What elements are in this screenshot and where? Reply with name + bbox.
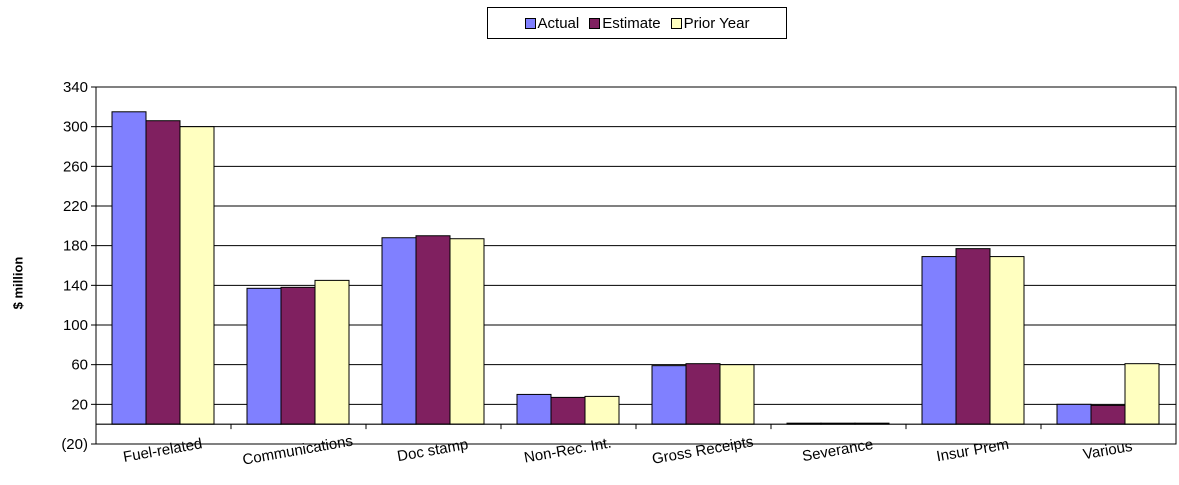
x-tick-label: Severance	[801, 436, 875, 465]
bar	[685, 363, 721, 425]
y-tick-label: 300	[63, 119, 88, 136]
y-tick-label: (20)	[61, 436, 88, 453]
bar	[1124, 363, 1160, 425]
bar	[179, 126, 215, 425]
bar	[651, 365, 687, 425]
bar	[584, 395, 620, 425]
legend-label-estimate: Estimate	[602, 14, 661, 32]
x-tick-label: Various	[1082, 438, 1134, 463]
y-tick-label: 340	[63, 79, 88, 96]
bar	[314, 279, 350, 425]
bar	[415, 235, 451, 425]
y-tick-label: 260	[63, 158, 88, 175]
legend-swatch-estimate	[589, 17, 601, 29]
x-tick-label: Fuel-related	[122, 435, 204, 466]
bar	[719, 364, 755, 425]
y-tick-label: 140	[63, 277, 88, 294]
bar	[381, 237, 417, 425]
y-tick-label: 180	[63, 238, 88, 255]
y-tick-label: 100	[63, 317, 88, 334]
x-tick-label: Gross Receipts	[651, 433, 755, 468]
x-tick-label: Non-Rec. Int.	[523, 435, 613, 467]
bar	[145, 120, 181, 425]
bar	[989, 256, 1025, 425]
bar	[1090, 404, 1126, 425]
legend-entry-estimate: Estimate	[589, 14, 661, 32]
bar	[280, 286, 316, 425]
y-tick-label: 220	[63, 198, 88, 215]
bar	[516, 393, 552, 425]
legend-entry-actual: Actual	[524, 14, 580, 32]
y-tick-label: 60	[71, 357, 88, 374]
legend-entry-prior-year: Prior Year	[670, 14, 750, 32]
legend-label-prior-year: Prior Year	[683, 14, 750, 32]
bar	[111, 111, 147, 425]
bar	[550, 396, 586, 425]
bar	[1056, 403, 1092, 425]
plot-frame	[95, 86, 1177, 445]
legend-swatch-prior-year	[670, 17, 682, 29]
bar	[921, 256, 957, 425]
legend: Actual Estimate Prior Year	[487, 7, 787, 39]
bar	[955, 248, 991, 425]
x-tick-label: Communications	[241, 432, 354, 468]
y-tick-label: 20	[71, 396, 88, 413]
bar	[246, 287, 282, 425]
x-tick-label: Insur Prem	[935, 436, 1010, 465]
legend-swatch-actual	[524, 17, 536, 29]
legend-label-actual: Actual	[537, 14, 580, 32]
bar	[449, 238, 485, 425]
x-tick-label: Doc stamp	[396, 436, 470, 465]
